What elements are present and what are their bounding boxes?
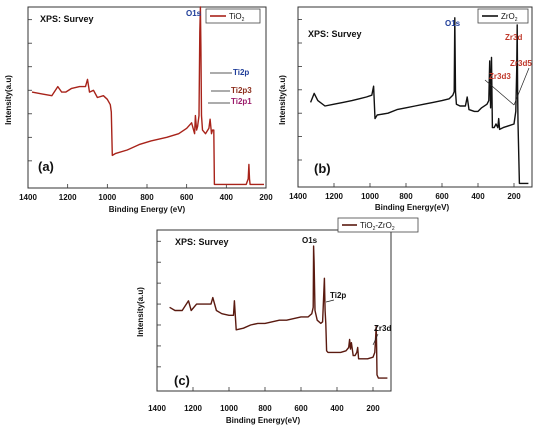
legend: TiO2: [205, 8, 261, 24]
panel-c-tio2-zro2: 1400 1200 1000 800 600 400 200 XPS: Survey TiO…: [136, 217, 419, 425]
y-axis-label: Intensity(a.u): [278, 75, 287, 125]
chart-title: XPS: Survey: [175, 237, 229, 247]
y-ticks: [298, 19, 302, 161]
panel-label: (b): [314, 161, 331, 176]
series-layer: [309, 17, 529, 185]
callout-zr3d5: [513, 67, 530, 106]
x-tick-label-1: 1200: [59, 193, 77, 202]
x-tick-label-5: 400: [330, 404, 344, 413]
y-axis-label: Intensity(a.u): [4, 75, 13, 125]
x-tick-label-6: 200: [507, 192, 521, 201]
legend-label-sub: 2: [242, 17, 245, 23]
peak-label-zr3d3: Zr3d3: [489, 72, 511, 81]
series-line-0: [309, 17, 529, 185]
x-ticks: 1400 1200 1000 800 600 400 200: [148, 387, 380, 413]
panel-label: (a): [38, 159, 54, 174]
series-line-0: [169, 245, 388, 379]
x-tick-label-1: 1200: [325, 192, 343, 201]
chart-title: XPS: Survey: [308, 29, 362, 39]
x-tick-label-3: 800: [399, 192, 413, 201]
legend: TiO2-ZrO2: [337, 217, 419, 233]
x-axis-label: Binding Energy(eV): [226, 416, 301, 425]
x-tick-label-6: 200: [366, 404, 380, 413]
peak-label-o1s: O1s: [445, 19, 461, 28]
x-ticks: 1400 1200 1000 800 600 400 200: [19, 184, 273, 202]
peak-label-zr3d5: Zr3d5: [510, 59, 532, 68]
x-tick-label-4: 600: [294, 404, 308, 413]
peak-label-ti2p1: Ti2p1: [231, 97, 252, 106]
panel-label: (c): [174, 373, 190, 388]
legend-box: [205, 8, 261, 24]
legend: ZrO2: [477, 8, 529, 24]
legend-label-main: TiO: [229, 12, 242, 21]
x-tick-label-0: 1400: [19, 193, 37, 202]
series-line-0: [31, 6, 264, 186]
peak-label-zr3d: Zr3d: [374, 324, 391, 333]
legend-box: [477, 8, 529, 24]
x-ticks: 1400 1200 1000 800 600 400 200: [289, 183, 521, 201]
legend-label-mid: -ZrO: [375, 221, 391, 230]
x-axis-label: Binding Energy(eV): [375, 203, 450, 212]
x-tick-label-5: 400: [220, 193, 234, 202]
series-layer: [169, 245, 388, 379]
panel-a-tio2: 1400 1200 1000 800 600 400 200 XPS: Survey TiO…: [4, 6, 273, 214]
legend-label-sub: 2: [515, 17, 518, 23]
plot-frame: [297, 6, 533, 188]
panel-b-zro2: 1400 1200 1000 800 600 400 200 XPS: Survey ZrO…: [278, 6, 533, 212]
peak-label-ti2p: Ti2p: [330, 291, 346, 300]
legend-label: TiO2-ZrO2: [360, 221, 395, 232]
legend-label-main: TiO: [360, 221, 373, 230]
callout-ti2p: [325, 299, 335, 303]
legend-label: ZrO2: [501, 12, 518, 23]
x-axis-label: Binding Energy (eV): [109, 205, 186, 214]
x-tick-label-2: 1000: [220, 404, 238, 413]
plot-frame: [156, 229, 392, 392]
y-axis-label: Intensity(a.u): [136, 287, 145, 337]
x-tick-label-2: 1000: [361, 192, 379, 201]
peak-label-ti2p: Ti2p: [233, 68, 249, 77]
peak-label-ti2p3: Ti2p3: [231, 86, 252, 95]
peak-label-o1s: O1s: [302, 236, 318, 245]
x-tick-label-4: 600: [435, 192, 449, 201]
x-tick-label-5: 400: [471, 192, 485, 201]
legend-label-main: ZrO: [501, 12, 515, 21]
peak-label-o1s: O1s: [186, 9, 202, 18]
series-layer: [31, 6, 264, 186]
x-tick-label-0: 1400: [148, 404, 166, 413]
y-ticks: [28, 19, 32, 162]
x-tick-label-2: 1000: [98, 193, 116, 202]
x-tick-label-6: 200: [259, 193, 273, 202]
x-tick-label-1: 1200: [184, 404, 202, 413]
legend-label: TiO2: [229, 12, 245, 23]
x-tick-label-0: 1400: [289, 192, 307, 201]
x-tick-label-3: 800: [140, 193, 154, 202]
legend-box: [337, 217, 419, 233]
callout-zr3d3: [484, 79, 515, 106]
legend-label-sub: 2: [373, 226, 376, 232]
peak-label-zr3d: Zr3d: [505, 33, 522, 42]
x-tick-label-4: 600: [180, 193, 194, 202]
x-tick-label-3: 800: [258, 404, 272, 413]
chart-title: XPS: Survey: [40, 14, 94, 24]
callout-zr3d: [372, 333, 379, 346]
legend-label-sub2: 2: [392, 226, 395, 232]
y-ticks: [157, 240, 161, 368]
